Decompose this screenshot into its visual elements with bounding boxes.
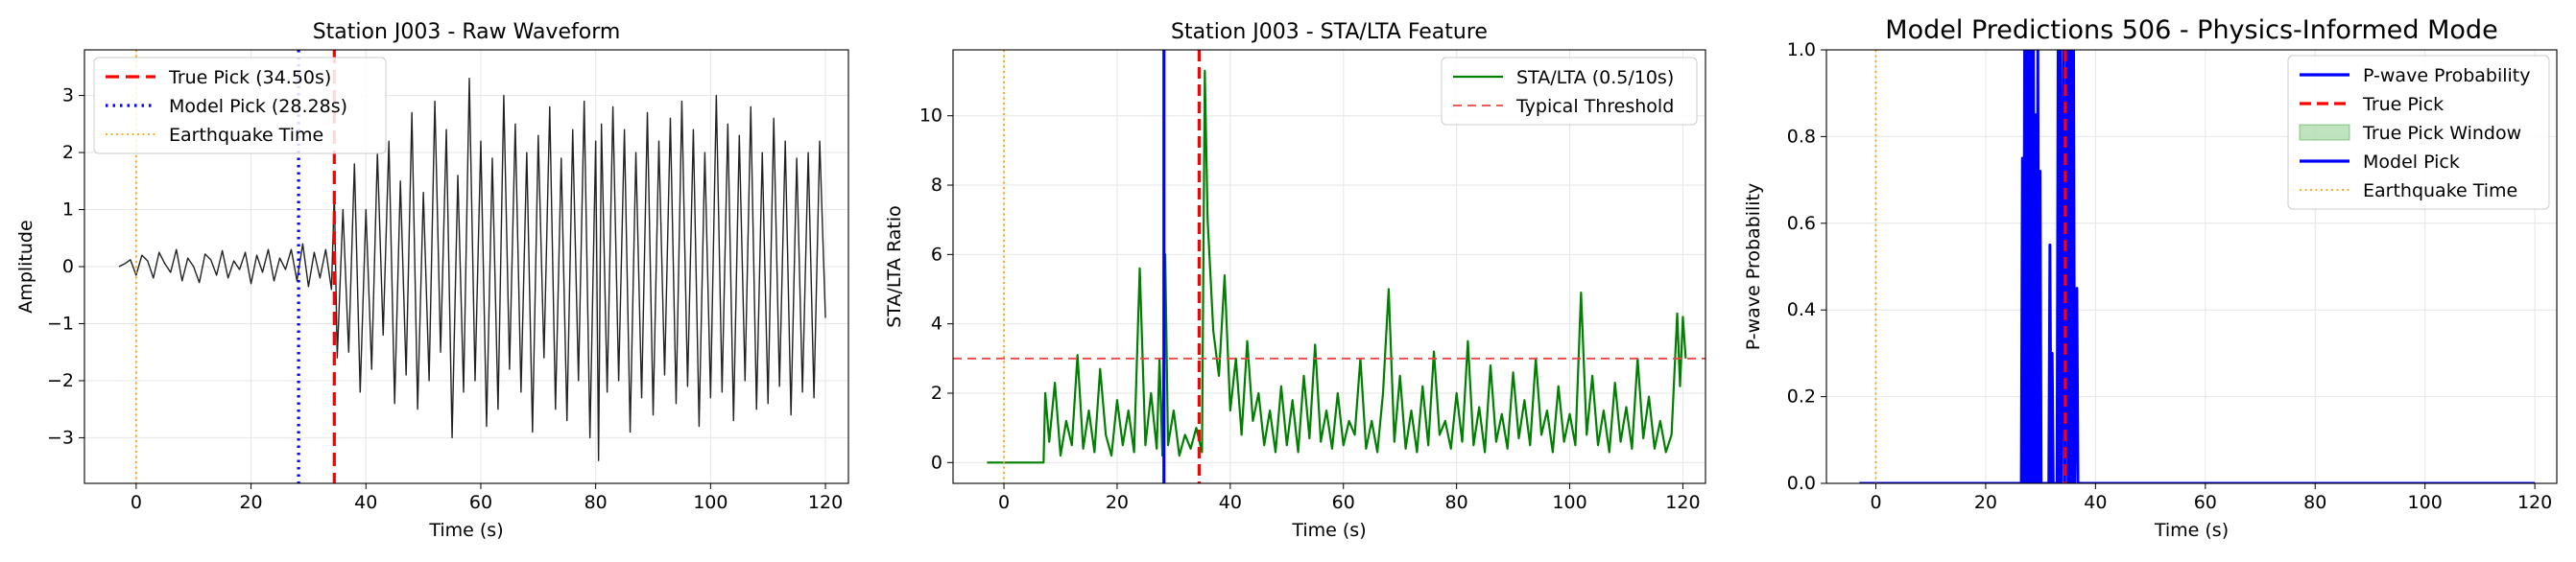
legend: STA/LTA (0.5/10s) Typical Threshold [1441,57,1698,126]
y-axis-label: Amplitude [15,220,36,313]
x-axis-label: Time (s) [428,520,503,541]
legend: True Pick (34.50s) Model Pick (28.28s) Ear… [93,57,387,154]
y-tick-label: 10 [919,105,942,127]
chart-panel-3: 0 20 40 60 80 100 120 0.0 0.2 0.4 0.6 0.8 1.0 Model P… [1743,15,2558,541]
x-tick-label: 100 [1552,492,1586,513]
x-tick-label: 120 [1665,492,1700,513]
legend-box [1441,57,1698,126]
x-tick-label: 0 [998,492,1010,513]
legend-label: STA/LTA (0.5/10s) [1516,67,1674,88]
y-tick-label: 0 [62,256,74,277]
sta-lta-0-5-10s-series-line [987,69,1687,464]
plot-area [953,50,1705,483]
x-tick-label: 120 [808,492,843,513]
x-tick-label: 80 [2303,492,2326,513]
legend: P-wave Probability True Pick True Pick Win… [2287,55,2550,210]
x-tick-label: 100 [693,492,727,513]
axes-frame [952,49,1706,484]
axes-frame [1825,49,2558,484]
legend-label: Model Pick (28.28s) [169,96,347,117]
waveform-series-line [118,78,826,461]
x-tick-label: 60 [1332,492,1355,513]
x-tick-label: 120 [2517,492,2552,513]
x-tick-label: 40 [1219,492,1242,513]
x-tick-label: 0 [1870,492,1881,513]
chart-title: Model Predictions 506 - Physics-Informed… [1885,15,2497,45]
y-tick-label: 1.0 [1787,39,1816,60]
y-axis-label: STA/LTA Ratio [884,205,905,328]
legend-label: True Pick [2362,94,2444,115]
x-tick-label: 40 [354,492,377,513]
x-tick-label: 100 [2408,492,2443,513]
chart-title: Station J003 - Raw Waveform [313,20,621,44]
y-tick-label: 0.8 [1787,126,1816,147]
y-tick-label: 0.0 [1787,473,1816,494]
chart-title: Station J003 - STA/LTA Feature [1171,20,1488,44]
y-tick-label: 1 [62,199,74,221]
y-tick-label: 0 [931,452,942,473]
legend-label: Earthquake Time [169,125,323,146]
y-tick-label: 2 [62,142,74,163]
legend-box [2287,55,2550,210]
legend-box [93,57,387,154]
x-tick-label: 20 [239,492,262,513]
legend-label: Model Pick [2363,152,2460,173]
legend-swatch [2299,124,2350,141]
x-tick-label: 0 [131,492,142,513]
x-tick-label: 80 [584,492,608,513]
y-tick-label: −3 [47,427,74,448]
legend-label: True Pick (34.50s) [168,67,331,88]
x-tick-label: 40 [2084,492,2107,513]
x-tick-label: 20 [1106,492,1129,513]
y-axis-label: P-wave Probability [1743,183,1764,351]
chart-panel-2: 0 20 40 60 80 100 120 0 2 4 6 8 10 Station J003 - STA… [884,20,1706,541]
x-axis-label: Time (s) [2154,520,2229,541]
y-tick-label: 8 [931,175,942,196]
y-tick-label: −1 [47,313,74,334]
y-tick-label: 0.2 [1787,386,1816,408]
x-axis-label: Time (s) [1291,520,1366,541]
p-wave-probability-series-line [1859,50,2536,483]
x-tick-label: 60 [469,492,492,513]
legend-label: True Pick Window [2362,123,2521,144]
y-tick-label: 6 [931,244,942,265]
y-tick-label: −2 [47,370,74,391]
legend-label: Earthquake Time [2363,180,2517,201]
legend-label: P-wave Probability [2363,65,2531,86]
legend-label: Typical Threshold [1515,96,1674,117]
y-tick-label: 0.4 [1787,299,1816,320]
x-tick-label: 80 [1445,492,1468,513]
x-tick-label: 20 [1974,492,1997,513]
y-tick-label: 2 [931,383,942,404]
chart-panel-1: 0 20 40 60 80 100 120 −3 −2 −1 0 1 2 3 Station J003 - … [15,20,849,541]
x-tick-label: 60 [2194,492,2217,513]
y-tick-label: 3 [62,85,74,106]
y-tick-label: 0.6 [1787,213,1816,234]
y-tick-label: 4 [931,314,942,335]
plot-area [1859,50,2536,483]
